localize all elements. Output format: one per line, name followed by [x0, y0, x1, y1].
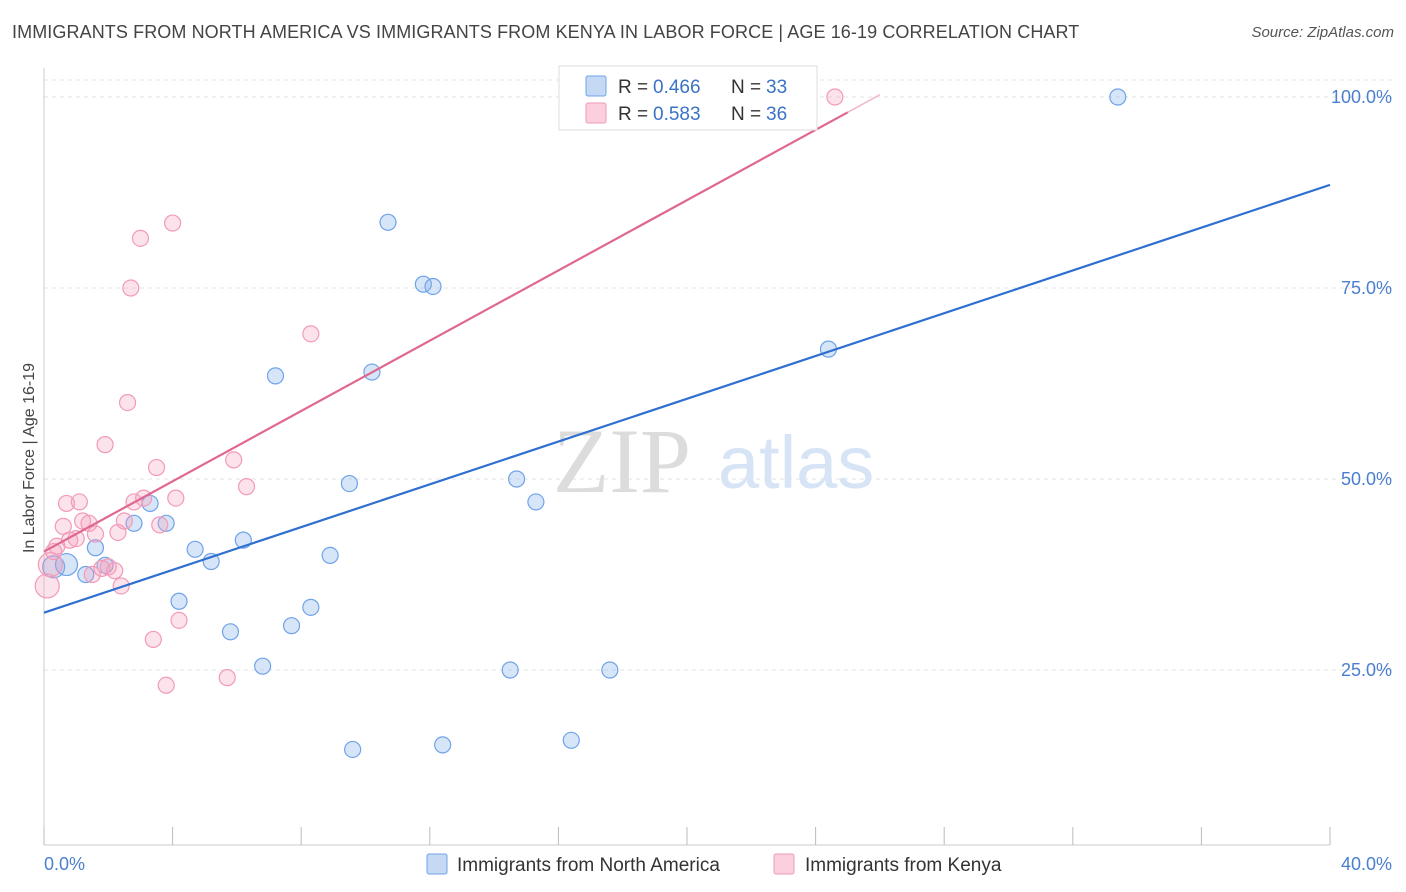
point-north-america-19 — [345, 741, 361, 757]
point-kenya-27 — [152, 517, 168, 533]
bottom-legend-label-kenya: Immigrants from Kenya — [805, 855, 1002, 876]
legend-swatch-kenya — [586, 103, 606, 123]
point-north-america-9 — [187, 541, 203, 557]
point-kenya-31 — [171, 612, 187, 628]
point-kenya-29 — [165, 215, 181, 231]
y-tick-label-25: 25.0% — [1341, 660, 1392, 680]
trend-line-north-america — [44, 185, 1330, 613]
points-kenya — [35, 89, 843, 693]
bottom-legend-swatch-north-america — [427, 854, 447, 874]
legend-r-label-a: R = — [618, 77, 648, 98]
point-kenya-23 — [132, 230, 148, 246]
point-north-america-8 — [171, 593, 187, 609]
point-north-america-29 — [602, 662, 618, 678]
bottom-legend: Immigrants from North America Immigrants… — [427, 854, 1002, 876]
legend-swatch-north-america — [586, 76, 606, 96]
point-kenya-0 — [35, 574, 59, 598]
point-north-america-21 — [380, 214, 396, 230]
x-tick-label-max: 40.0% — [1341, 854, 1392, 874]
point-kenya-30 — [168, 490, 184, 506]
watermark-atlas: atlas — [718, 421, 874, 504]
point-kenya-33 — [226, 452, 242, 468]
point-north-america-25 — [502, 662, 518, 678]
point-kenya-14 — [97, 437, 113, 453]
point-north-america-32 — [1110, 89, 1126, 105]
y-tick-label-75: 75.0% — [1341, 278, 1392, 298]
point-kenya-25 — [145, 631, 161, 647]
legend-n-label-a: N = — [731, 77, 761, 98]
point-kenya-12 — [87, 526, 103, 542]
legend-r-value-north-america: 0.466 — [653, 77, 701, 98]
point-kenya-21 — [123, 280, 139, 296]
chart-canvas: ZIP atlas 25.0% 50.0% 75.0% 100.0% 0.0% 40.… — [0, 0, 1406, 892]
point-kenya-34 — [239, 479, 255, 495]
point-north-america-24 — [435, 737, 451, 753]
point-north-america-27 — [528, 494, 544, 510]
point-north-america-17 — [322, 547, 338, 563]
legend-n-value-kenya: 36 — [766, 104, 787, 125]
gridlines — [44, 80, 1392, 670]
point-north-america-14 — [267, 368, 283, 384]
point-north-america-13 — [255, 658, 271, 674]
y-axis-title: In Labor Force | Age 16-19 — [21, 363, 38, 553]
y-tick-label-100: 100.0% — [1331, 87, 1392, 107]
bottom-legend-swatch-kenya — [774, 854, 794, 874]
bottom-legend-label-north-america: Immigrants from North America — [457, 855, 720, 876]
point-kenya-26 — [149, 460, 165, 476]
point-kenya-36 — [827, 89, 843, 105]
point-north-america-11 — [222, 624, 238, 640]
legend-n-label-b: N = — [731, 104, 761, 125]
point-kenya-32 — [219, 670, 235, 686]
point-north-america-28 — [563, 732, 579, 748]
point-north-america-16 — [303, 599, 319, 615]
y-tick-label-50: 50.0% — [1341, 469, 1392, 489]
legend-r-label-b: R = — [618, 104, 648, 125]
point-north-america-26 — [509, 471, 525, 487]
legend-r-value-kenya: 0.583 — [653, 104, 701, 125]
legend-n-value-north-america: 33 — [766, 77, 787, 98]
point-north-america-18 — [341, 476, 357, 492]
legend: R = 0.466 N = 33 R = 0.583 N = 36 — [559, 66, 817, 130]
point-kenya-35 — [303, 326, 319, 342]
point-north-america-23 — [425, 278, 441, 294]
point-kenya-20 — [120, 395, 136, 411]
y-tick-labels: 25.0% 50.0% 75.0% 100.0% — [1331, 87, 1392, 680]
point-north-america-15 — [284, 618, 300, 634]
point-kenya-19 — [116, 513, 132, 529]
point-kenya-28 — [158, 677, 174, 693]
point-kenya-8 — [71, 494, 87, 510]
x-tick-label-min: 0.0% — [44, 854, 85, 874]
watermark: ZIP atlas — [553, 410, 874, 512]
point-kenya-16 — [107, 563, 123, 579]
watermark-zip: ZIP — [553, 410, 691, 512]
